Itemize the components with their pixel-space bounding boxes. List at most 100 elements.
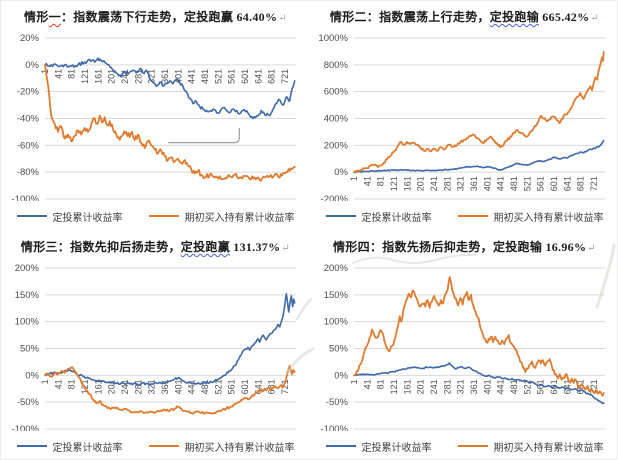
svg-text:121: 121 [389,176,399,191]
legend-item-hold: 期初买入持有累计收益率 [457,209,604,224]
svg-text:481: 481 [200,379,210,394]
title-segment: 131.37% [230,240,281,254]
svg-text:20%: 20% [20,33,40,44]
svg-text:361: 361 [469,379,479,394]
svg-text:-50%: -50% [326,397,349,408]
chart-scenario-2: 情形二：指数震荡上行走势，定投跑输 665.42%↵ 1000% 800% 600%… [310,1,617,231]
series-buy-and-hold [44,63,296,182]
legend-item-dca: 定投累计收益率 [325,209,432,224]
legend-item-hold: 期初买入持有累计收益率 [148,439,295,454]
svg-text:-60%: -60% [17,140,40,151]
svg-text:481: 481 [200,69,210,84]
svg-text:721: 721 [589,379,599,394]
svg-text:201: 201 [107,379,117,394]
svg-text:681: 681 [576,176,586,191]
paragraph-return-mark: ↵ [587,243,596,254]
title-segment: 情形 [24,10,49,24]
svg-text:281: 281 [442,379,452,394]
svg-text:441: 441 [496,176,506,191]
svg-text:41: 41 [53,69,63,79]
svg-text:50%: 50% [20,344,40,355]
svg-text:121: 121 [389,379,399,394]
svg-text:281: 281 [133,379,143,394]
svg-text:521: 521 [213,69,223,84]
svg-text:441: 441 [496,379,506,394]
hold-line-swatch [148,215,179,217]
svg-text:641: 641 [253,379,263,394]
series-buy-and-hold [353,51,605,174]
series-dca [44,57,296,120]
title-segment: ：指数震荡下行走势，定投跑赢 64.40% [60,10,278,24]
svg-text:481: 481 [509,176,519,191]
hold-line-swatch [457,215,488,217]
title-segment: 665.42% [539,10,590,24]
svg-text:150%: 150% [324,290,349,301]
series-buy-and-hold [353,276,605,397]
svg-text:361: 361 [160,69,170,84]
svg-text:601: 601 [549,176,559,191]
dca-line-swatch [16,215,47,217]
legend-label-dca: 定投累计收益率 [52,212,123,224]
svg-text:561: 561 [536,176,546,191]
svg-text:321: 321 [456,176,466,191]
svg-text:441: 441 [187,379,197,394]
svg-text:241: 241 [120,69,130,84]
svg-text:81: 81 [376,176,386,186]
title-segment: 情形四：指数先扬后抑走势，定投跑输 16.96% [333,240,587,254]
svg-text:600%: 600% [324,87,349,98]
svg-text:401: 401 [482,379,492,394]
svg-text:521: 521 [522,176,532,191]
svg-text:721: 721 [280,69,290,84]
svg-text:200%: 200% [324,263,349,274]
svg-text:81: 81 [67,379,77,389]
chart-legend: 定投累计收益率 期初买入持有累计收益率 [310,431,617,459]
svg-text:201: 201 [107,69,117,84]
svg-text:321: 321 [147,69,157,84]
legend-label-dca: 定投累计收益率 [361,212,432,224]
title-segment: 定投跑赢 [180,240,230,254]
title-segment: 情形二：指数震荡上行走势， [329,10,490,24]
svg-text:161: 161 [402,379,412,394]
svg-text:1000%: 1000% [318,33,348,44]
svg-text:-100%: -100% [12,194,40,201]
legend-label-dca: 定投累计收益率 [52,442,123,454]
legend-item-dca: 定投累计收益率 [16,439,123,454]
legend-item-hold: 期初买入持有累计收益率 [148,209,295,224]
svg-text:100%: 100% [324,317,349,328]
chart-legend: 定投累计收益率 期初买入持有累计收益率 [1,431,310,459]
chart-scenario-3: 情形三：指数先抑后扬走势，定投跑赢 131.37%↵ 200% 150% 100% 5… [1,231,310,459]
svg-text:121: 121 [80,69,90,84]
svg-text:81: 81 [376,379,386,389]
line-chart-plot: 200%150%100%50%0%-50%-100%1 41 81 121 161 201… [12,263,296,431]
dca-line-swatch [325,445,356,447]
line-chart-plot: 200%150%100%50%0%-50%-100%1 41 81 121 161 201… [321,263,605,431]
title-segment: 一 [48,10,61,24]
svg-text:601: 601 [240,379,250,394]
chart-legend: 定投累计收益率 期初买入持有累计收益率 [1,201,310,231]
svg-text:1: 1 [349,379,359,384]
svg-text:641: 641 [562,176,572,191]
svg-text:401: 401 [173,379,183,394]
svg-text:561: 561 [227,379,237,394]
series-dca [44,292,296,386]
legend-item-dca: 定投累计收益率 [325,439,432,454]
svg-text:321: 321 [456,379,466,394]
legend-label-hold: 期初买入持有累计收益率 [184,212,295,224]
svg-text:400%: 400% [324,114,349,125]
svg-text:681: 681 [267,379,277,394]
svg-text:681: 681 [267,69,277,84]
title-segment: 情形三：指数先抑后扬走势， [20,240,181,254]
svg-text:0%: 0% [25,60,39,71]
svg-text:401: 401 [482,176,492,191]
svg-text:-80%: -80% [17,167,40,178]
dca-line-swatch [325,215,356,217]
legend-label-hold: 期初买入持有累计收益率 [493,442,604,454]
svg-text:41: 41 [362,176,372,186]
svg-text:-100%: -100% [12,424,40,431]
svg-text:81: 81 [67,69,77,79]
svg-text:41: 41 [53,379,63,389]
line-chart-plot: 1000% 800% 600% 400% 200% 0% -200% 1 41 81 121 161 2… [318,33,605,201]
chart-title: 情形一：指数震荡下行走势，定投跑赢 64.40%↵ [1,8,310,32]
dca-line-swatch [16,445,47,447]
svg-text:41: 41 [362,379,372,389]
